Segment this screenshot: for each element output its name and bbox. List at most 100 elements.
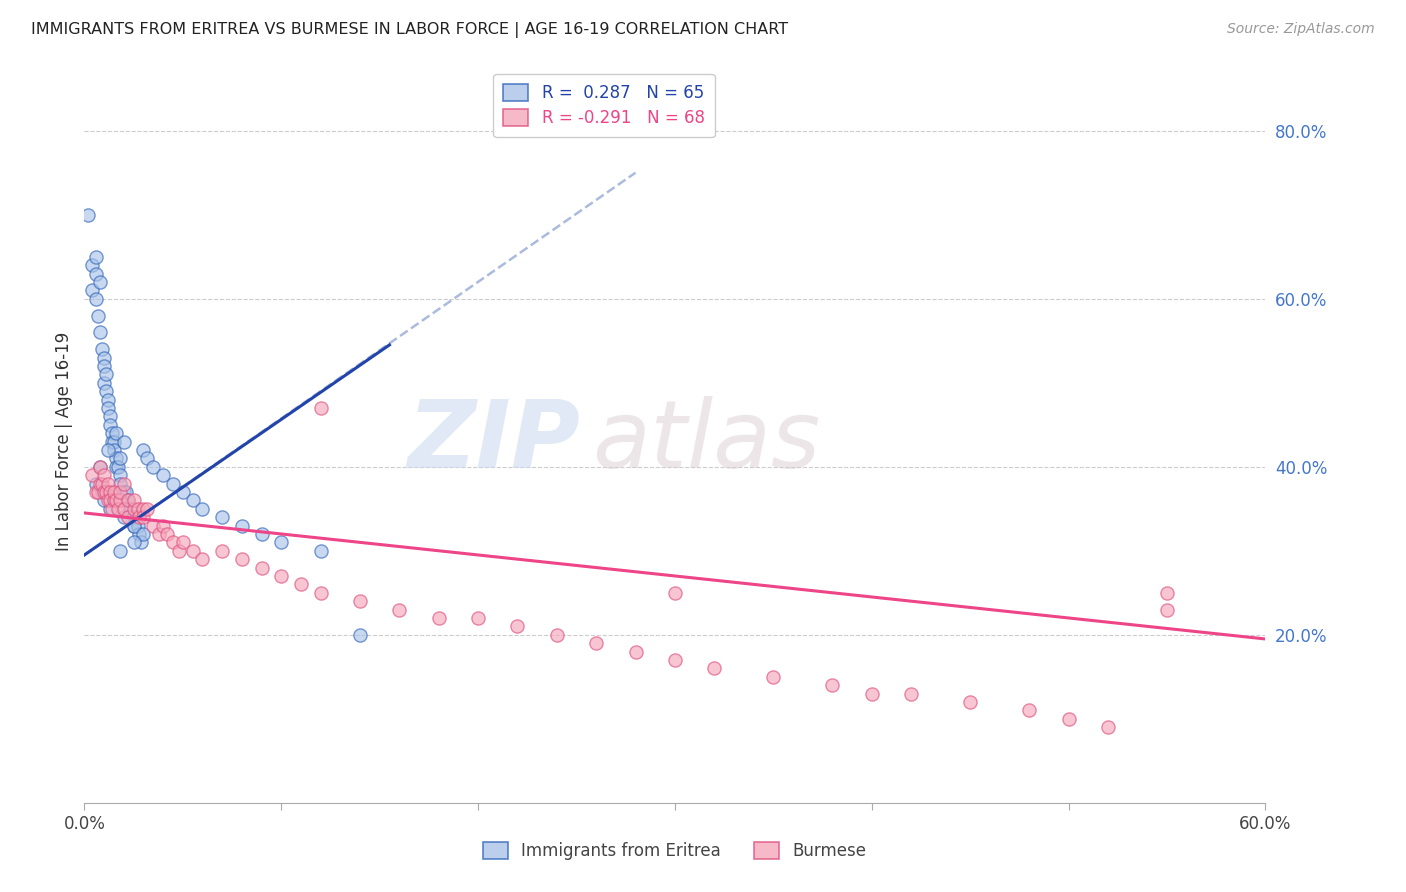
Point [181,543,204,558]
Point [122,510,145,524]
Point [132,442,155,457]
Legend: R =  0.287   N = 65, R = -0.291   N = 68: R = 0.287 N = 65, R = -0.291 N = 68 [494,74,714,137]
Text: atlas: atlas [592,396,821,487]
Point [84,485,107,500]
Point [349,594,371,608]
Point [94,485,117,500]
Point [91,485,114,500]
Point [148,527,170,541]
Point [900,687,922,701]
Point [98,409,121,424]
Point [142,518,165,533]
Point [131,535,153,549]
Point [136,501,159,516]
Point [89,459,111,474]
Point [93,351,115,365]
Point [112,485,135,500]
Point [156,527,179,541]
Point [93,359,115,373]
Point [98,493,121,508]
Point [82,468,104,483]
Point [117,510,139,524]
Point [762,670,785,684]
Point [546,628,568,642]
Point [132,527,155,541]
Point [91,342,114,356]
Point [112,434,135,449]
Text: ZIP: ZIP [408,395,581,488]
Point [117,493,139,508]
Point [309,543,332,558]
Point [162,535,184,549]
Point [211,543,233,558]
Point [142,459,165,474]
Point [104,426,127,441]
Point [664,653,686,667]
Point [181,493,204,508]
Text: IMMIGRANTS FROM ERITREA VS BURMESE IN LABOR FORCE | AGE 16-19 CORRELATION CHART: IMMIGRANTS FROM ERITREA VS BURMESE IN LA… [31,22,787,38]
Point [107,501,129,516]
Point [112,510,135,524]
Point [290,577,312,591]
Point [664,586,686,600]
Point [152,468,174,483]
Point [127,518,149,533]
Point [122,518,145,533]
Point [309,401,332,415]
Point [91,476,114,491]
Point [1057,712,1080,726]
Point [93,376,115,390]
Point [89,476,111,491]
Point [349,628,371,642]
Point [112,501,135,516]
Point [959,695,981,709]
Point [136,451,159,466]
Point [167,543,190,558]
Point [624,644,647,658]
Point [122,518,145,533]
Point [98,485,121,500]
Point [98,417,121,432]
Point [84,292,107,306]
Point [427,611,450,625]
Point [82,283,104,297]
Y-axis label: In Labor Force | Age 16-19: In Labor Force | Age 16-19 [55,332,73,551]
Point [1018,703,1040,717]
Point [104,493,127,508]
Point [101,426,124,441]
Point [108,493,131,508]
Point [108,476,131,491]
Point [132,501,155,516]
Point [89,326,111,340]
Point [89,459,111,474]
Point [97,392,120,407]
Point [107,459,129,474]
Point [122,493,145,508]
Point [89,275,111,289]
Point [84,476,107,491]
Point [250,560,273,574]
Point [77,208,100,222]
Point [128,510,150,524]
Point [97,476,120,491]
Point [114,485,136,500]
Point [821,678,844,692]
Point [93,485,115,500]
Point [250,527,273,541]
Point [104,451,127,466]
Point [103,493,125,508]
Point [118,501,141,516]
Point [97,493,120,508]
Point [112,476,135,491]
Point [172,485,194,500]
Point [108,451,131,466]
Point [108,468,131,483]
Point [211,510,233,524]
Point [172,535,194,549]
Point [84,250,107,264]
Point [97,401,120,415]
Point [122,501,145,516]
Point [860,687,883,701]
Point [104,459,127,474]
Point [191,501,214,516]
